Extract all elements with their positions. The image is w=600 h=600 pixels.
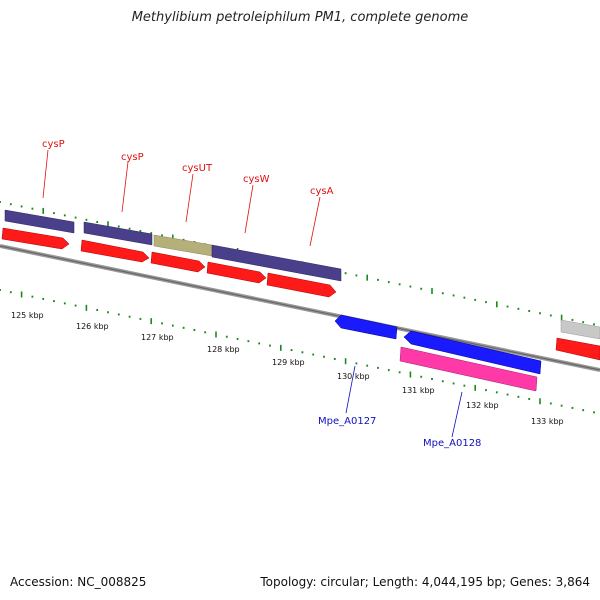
forward-gene-track	[4, 209, 600, 340]
cds-arrow-reverse-2[interactable]	[403, 330, 542, 375]
gene-label-cysA[interactable]: cysA	[310, 186, 334, 197]
lower-tick-track	[0, 289, 595, 414]
forward-cds-track	[1, 227, 600, 361]
axis-label: 133 kbp	[531, 417, 564, 426]
cds-arrow-forward-1[interactable]	[1, 227, 70, 250]
gene-bar-cysUT[interactable]	[153, 234, 213, 257]
accession-text: Accession: NC_008825	[10, 575, 147, 589]
axis-label: 132 kbp	[466, 401, 499, 410]
cds-arrow-forward-3[interactable]	[150, 251, 206, 273]
genome-summary-text: Topology: circular; Length: 4,044,195 bp…	[260, 575, 590, 589]
axis-label: 125 kbp	[11, 311, 44, 320]
cds-arrow-forward-5[interactable]	[266, 272, 337, 298]
gene-bar-cysP-2[interactable]	[83, 221, 153, 246]
gene-bar-cysP-1[interactable]	[4, 209, 75, 234]
axis-labels: 125 kbp 126 kbp 127 kbp 128 kbp 129 kbp …	[11, 311, 564, 426]
genome-backbone	[0, 244, 600, 372]
gene-label-cysUT[interactable]: cysUT	[182, 163, 213, 174]
axis-label: 126 kbp	[76, 322, 109, 331]
forward-gene-labels: cysP cysP cysUT cysW cysA	[42, 139, 334, 197]
gene-bar-unknown[interactable]	[560, 319, 600, 340]
gene-label-cysW[interactable]: cysW	[243, 174, 270, 185]
axis-label: 129 kbp	[272, 358, 305, 367]
label-leaders	[42, 149, 463, 438]
gene-bar-reverse-pink[interactable]	[399, 346, 538, 392]
reverse-gene-labels: Mpe_A0127 Mpe_A0128	[318, 416, 481, 449]
gene-bar-cysW-cysA[interactable]	[211, 244, 342, 282]
axis-label: 127 kbp	[141, 333, 174, 342]
axis-label: 128 kbp	[207, 345, 240, 354]
reverse-cds-track	[334, 314, 542, 392]
axis-label: 130 kbp	[337, 372, 370, 381]
cds-arrow-forward-4[interactable]	[206, 261, 267, 284]
gene-label-cysP-1[interactable]: cysP	[42, 139, 65, 150]
cds-arrow-forward-2[interactable]	[80, 239, 150, 263]
cds-arrow-forward-6[interactable]	[555, 337, 600, 361]
gene-label-Mpe_A0127[interactable]: Mpe_A0127	[318, 416, 376, 427]
gene-label-cysP-2[interactable]: cysP	[121, 152, 144, 163]
cds-arrow-reverse-1[interactable]	[334, 314, 398, 340]
map-title: Methylibium petroleiphilum PM1, complete…	[131, 10, 469, 25]
axis-label: 131 kbp	[402, 386, 435, 395]
gene-label-Mpe_A0128[interactable]: Mpe_A0128	[423, 438, 481, 449]
